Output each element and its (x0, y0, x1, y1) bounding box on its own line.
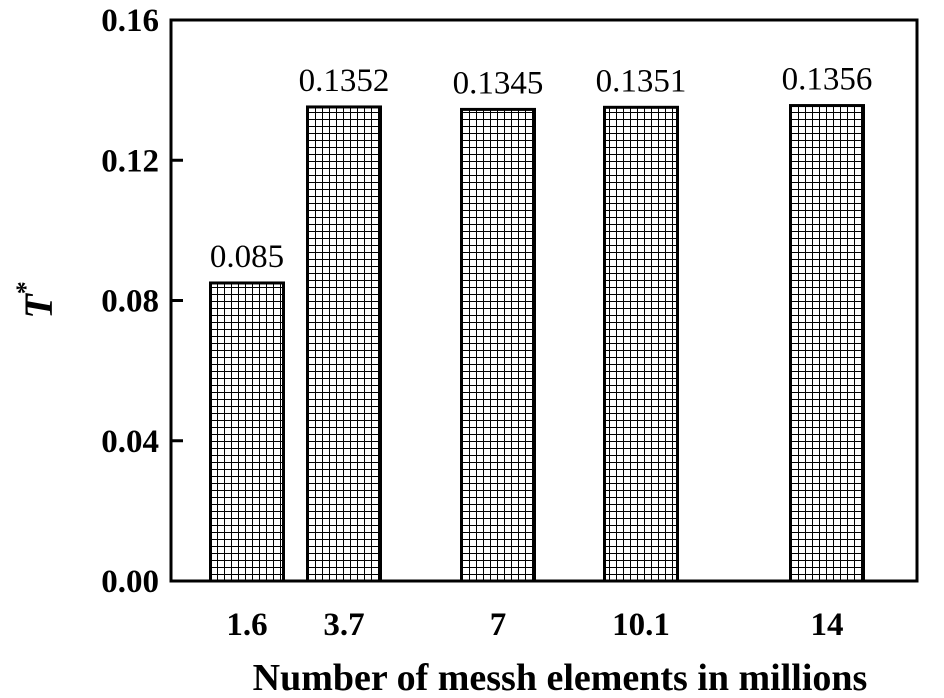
y-tick-label-0.16: 0.16 (101, 3, 159, 39)
data-label-7: 0.1345 (453, 65, 544, 101)
data-labels: 0.085 0.1352 0.1345 0.1351 0.1356 (210, 62, 873, 275)
y-tick-label-0.12: 0.12 (101, 143, 159, 179)
x-tick-label-1.6: 1.6 (226, 607, 267, 643)
y-tick-label-0.00: 0.00 (101, 564, 159, 600)
x-axis-title: Number of messh elements in millions (253, 657, 868, 698)
bar-7 (460, 107, 536, 583)
bar-1.6 (209, 281, 285, 583)
data-label-10.1: 0.1351 (596, 63, 687, 99)
bar-3.7 (306, 105, 382, 583)
bar-14 (789, 104, 865, 583)
x-tick-label-10.1: 10.1 (612, 607, 670, 643)
y-tick-label-0.08: 0.08 (101, 284, 159, 320)
x-axis: 1.6 3.7 7 10.1 14 (226, 607, 843, 643)
data-label-3.7: 0.1352 (299, 63, 390, 99)
y-axis: 0.00 0.04 0.08 0.12 0.16 (101, 3, 183, 600)
bars-group (209, 104, 865, 583)
data-label-14: 0.1356 (782, 62, 873, 98)
x-tick-label-14: 14 (811, 607, 844, 643)
x-tick-label-7: 7 (490, 607, 507, 643)
data-label-1.6: 0.085 (210, 239, 284, 275)
x-tick-label-3.7: 3.7 (323, 607, 364, 643)
y-axis-title: T* (11, 281, 61, 318)
bar-10.1 (603, 105, 679, 583)
y-tick-label-0.04: 0.04 (101, 424, 159, 460)
